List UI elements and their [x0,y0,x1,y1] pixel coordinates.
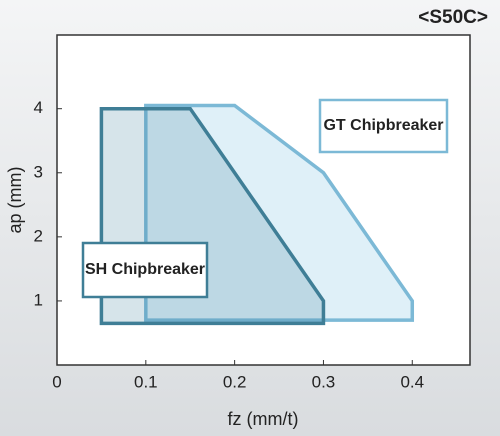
x-tick-label: 0.1 [134,372,158,391]
y-tick-label: 3 [34,162,43,181]
y-axis-label: ap (mm) [5,167,25,234]
chart-title: <S50C> [418,7,488,28]
y-tick-label: 1 [34,290,43,309]
y-tick-label: 2 [34,226,43,245]
x-tick-label: 0.3 [312,372,336,391]
region [144,103,415,322]
y-tick-label: 4 [34,98,43,117]
x-axis-label: fz (mm/t) [228,409,299,429]
x-tick-label: 0.4 [400,372,424,391]
region-label: SH Chipbreaker [85,261,205,278]
plot-area [56,34,471,366]
x-tick-label: 0.2 [223,372,247,391]
x-tick-label: 0 [52,372,61,391]
label-box [318,98,449,154]
label-box [81,241,209,299]
region-label: GT Chipbreaker [323,117,443,134]
